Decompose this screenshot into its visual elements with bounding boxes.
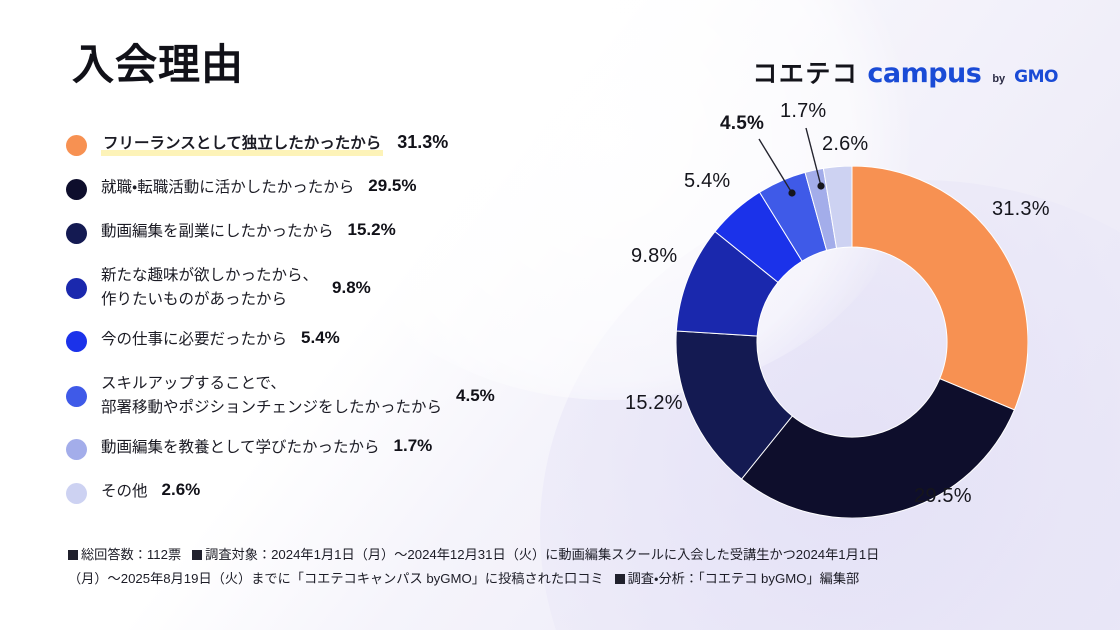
footnote-line-1: 総回答数：112票 調査対象：2024年1月1日（月）〜2024年12月31日（…	[68, 543, 1068, 567]
legend-item-label: その他	[101, 483, 148, 501]
donut-chart-svg	[676, 166, 1028, 518]
legend-body: 就職・転職活動に活かしたかったから 29.5%	[101, 176, 416, 200]
legend-item-value: 4.5%	[456, 386, 495, 406]
footnote-line-2: （月）〜2025年8月19日（火）までに「コエテコキャンパス byGMO」に投稿…	[68, 567, 1068, 591]
legend-color-swatch	[66, 331, 87, 353]
legend-color-swatch	[66, 386, 87, 408]
legend-color-swatch	[66, 278, 87, 299]
legend-item: 今の仕事に必要だったから 5.4%	[66, 328, 586, 354]
donut-chart	[676, 166, 1028, 518]
legend-item: 動画編集を副業にしたかったから 15.2%	[66, 220, 586, 246]
slice-label-9-8: 9.8%	[631, 245, 678, 267]
slice-label-1-7: 1.7%	[780, 100, 827, 122]
slice-label-4-5: 4.5%	[720, 113, 765, 134]
chart-legend: フリーランスとして独立したかったから 31.3% 就職・転職活動に活かしたかったから…	[66, 132, 586, 524]
legend-body: 動画編集を副業にしたかったから 15.2%	[101, 220, 396, 244]
legend-color-swatch	[66, 223, 87, 244]
legend-color-swatch	[66, 179, 87, 200]
legend-body: スキルアップすることで、 部署移動やポジションチェンジをしたかったから 4.5%	[101, 372, 495, 420]
legend-body: その他 2.6%	[101, 480, 200, 504]
legend-item-label: 就職・転職活動に活かしたかったから	[101, 179, 355, 196]
page-title: 入会理由	[72, 41, 245, 88]
legend-item: フリーランスとして独立したかったから 31.3%	[66, 132, 586, 158]
legend-body: 今の仕事に必要だったから 5.4%	[101, 328, 340, 352]
legend-item-label: 今の仕事に必要だったから	[101, 331, 288, 349]
legend-item-label: 動画編集を副業にしたかったから	[101, 223, 334, 240]
legend-item: 新たな趣味が欲しかったから、 作りたいものがあったから 9.8%	[66, 264, 586, 312]
legend-item-value: 9.8%	[332, 278, 371, 298]
slice-label-29-5: 29.5%	[914, 485, 972, 507]
footnote-analysis-by: 調査・分析：「コエテコ byGMO」編集部	[627, 571, 860, 587]
footnote-survey-target-cont: （月）〜2025年8月19日（火）までに「コエテコキャンパス byGMO」に投稿…	[68, 571, 604, 587]
donut-slice	[851, 166, 1028, 411]
bullet-square-icon	[192, 550, 203, 560]
legend-body: 動画編集を教養として学びたかったから 1.7%	[101, 436, 432, 460]
legend-item-value: 5.4%	[301, 328, 340, 348]
legend-item-value: 2.6%	[161, 480, 201, 500]
footnote: 総回答数：112票 調査対象：2024年1月1日（月）〜2024年12月31日（…	[68, 543, 1068, 592]
legend-item-label: 動画編集を教養として学びたかったから	[101, 439, 380, 457]
legend-item: 動画編集を教養として学びたかったから 1.7%	[66, 436, 586, 462]
legend-item-label: フリーランスとして独立したかったから	[101, 132, 384, 157]
slice-label-2-6: 2.6%	[822, 133, 869, 155]
brand-logo: コエテコ campus by GMO	[752, 54, 1058, 90]
bullet-square-icon	[68, 550, 78, 560]
slice-label-15-2: 15.2%	[625, 392, 683, 414]
slice-label-31-3: 31.3%	[992, 198, 1050, 220]
brand-name-campus: campus	[867, 58, 982, 89]
legend-item-value: 15.2%	[347, 220, 396, 239]
legend-color-swatch	[66, 439, 87, 461]
legend-color-swatch	[66, 135, 87, 156]
footnote-survey-target: 調査対象：2024年1月1日（月）〜2024年12月31日（火）に動画編集スクー…	[205, 547, 880, 562]
footnote-total-responses: 総回答数：112票	[81, 547, 182, 562]
legend-item-label: スキルアップすることで、 部署移動やポジションチェンジをしたかったから	[101, 375, 443, 417]
brand-name-gmo: GMO	[1014, 67, 1058, 87]
legend-item-value: 29.5%	[368, 176, 417, 195]
donut-slice	[740, 377, 1016, 518]
legend-color-swatch	[66, 483, 87, 505]
legend-item: 就職・転職活動に活かしたかったから 29.5%	[66, 176, 586, 202]
slice-label-5-4: 5.4%	[684, 170, 731, 192]
legend-item: スキルアップすることで、 部署移動やポジションチェンジをしたかったから 4.5%	[66, 372, 586, 420]
legend-body: フリーランスとして独立したかったから 31.3%	[101, 132, 449, 157]
legend-item-label: 新たな趣味が欲しかったから、 作りたいものがあったから	[101, 267, 319, 309]
bullet-square-icon	[614, 574, 625, 585]
brand-by-label: by	[992, 73, 1006, 85]
legend-item-value: 31.3%	[397, 132, 449, 152]
brand-name-jp: コエテコ	[752, 60, 859, 88]
legend-item: その他 2.6%	[66, 480, 586, 506]
legend-item-value: 1.7%	[393, 436, 433, 456]
legend-body: 新たな趣味が欲しかったから、 作りたいものがあったから 9.8%	[101, 264, 371, 312]
donut-slice	[822, 166, 853, 249]
